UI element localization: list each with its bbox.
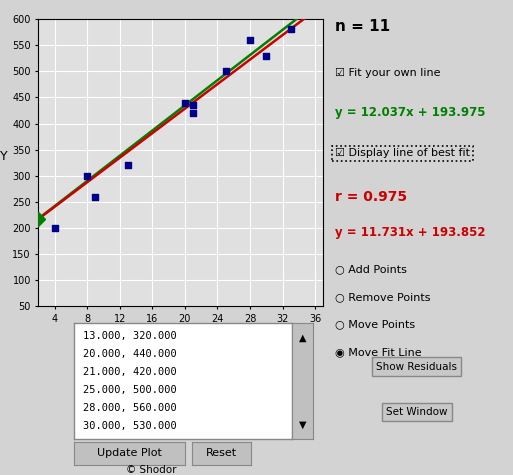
Text: © Shodor: © Shodor xyxy=(126,465,176,475)
Point xyxy=(287,26,295,33)
Text: ○ Add Points: ○ Add Points xyxy=(335,265,407,275)
Text: 20.000, 440.000: 20.000, 440.000 xyxy=(83,349,177,359)
Text: Show Residuals: Show Residuals xyxy=(377,361,457,371)
Point xyxy=(124,162,132,169)
Text: r = 0.975: r = 0.975 xyxy=(335,190,407,204)
Text: 21.000, 420.000: 21.000, 420.000 xyxy=(83,367,177,377)
Point xyxy=(189,101,197,109)
Text: 25.000, 500.000: 25.000, 500.000 xyxy=(83,385,177,395)
Point xyxy=(51,224,59,232)
Y-axis label: Y: Y xyxy=(0,150,8,162)
Text: ▲: ▲ xyxy=(299,332,306,342)
Point xyxy=(222,67,230,75)
Text: Set Window: Set Window xyxy=(386,407,447,417)
Text: ○ Move Points: ○ Move Points xyxy=(335,320,415,330)
Text: ▼: ▼ xyxy=(299,420,306,430)
Point xyxy=(181,99,189,106)
Text: ○ Remove Points: ○ Remove Points xyxy=(335,292,430,302)
Text: Reset: Reset xyxy=(206,448,238,458)
Text: 30.000, 530.000: 30.000, 530.000 xyxy=(83,421,177,431)
Text: ☑ Display line of best fit: ☑ Display line of best fit xyxy=(335,148,470,158)
Text: Update Plot: Update Plot xyxy=(97,448,162,458)
Point xyxy=(246,36,254,44)
Text: ◉ Move Fit Line: ◉ Move Fit Line xyxy=(335,347,422,357)
Text: n = 11: n = 11 xyxy=(335,19,390,34)
X-axis label: X₄: X₄ xyxy=(174,325,188,338)
Point xyxy=(83,172,91,180)
Text: 28.000, 560.000: 28.000, 560.000 xyxy=(83,403,177,413)
Text: ☑ Fit your own line: ☑ Fit your own line xyxy=(335,67,440,77)
Text: y = 12.037x + 193.975: y = 12.037x + 193.975 xyxy=(335,106,485,119)
Text: y = 11.731x + 193.852: y = 11.731x + 193.852 xyxy=(335,226,485,239)
Point xyxy=(189,109,197,117)
Point xyxy=(262,52,270,59)
Point xyxy=(91,193,100,200)
Text: 13.000, 320.000: 13.000, 320.000 xyxy=(83,331,177,341)
